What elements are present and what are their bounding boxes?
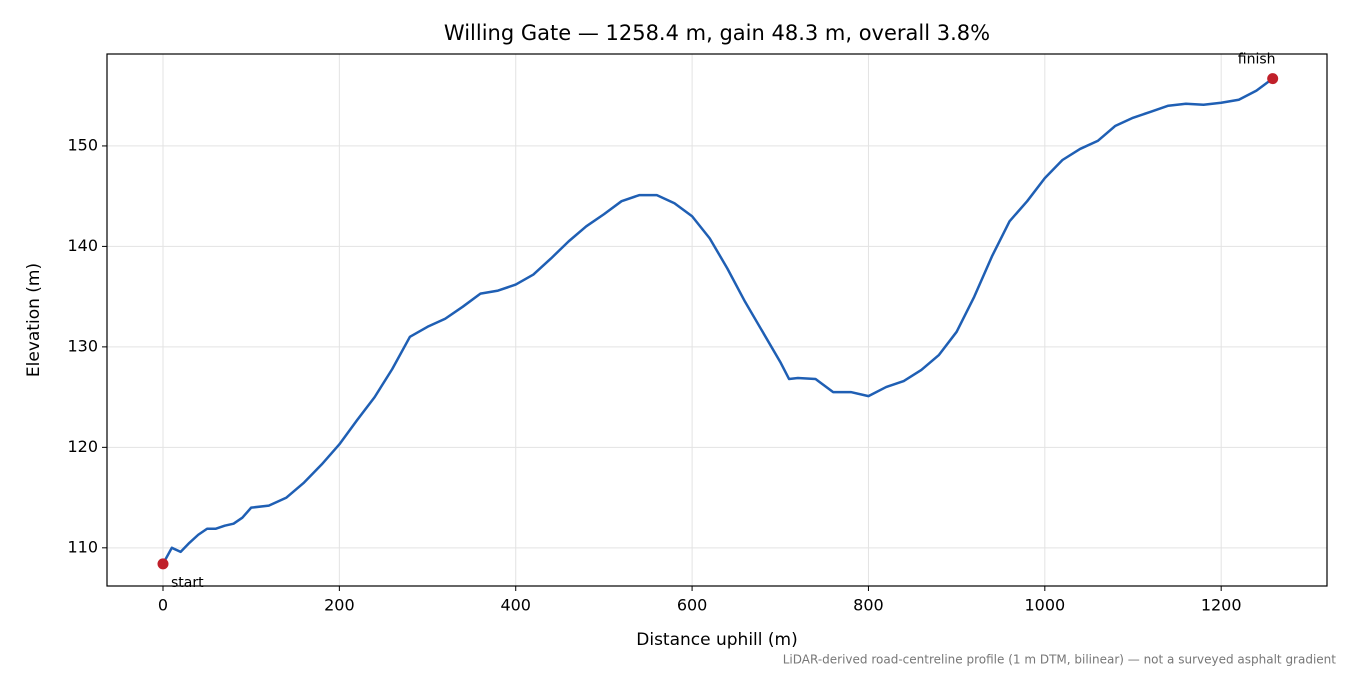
x-tick-label: 400	[500, 596, 531, 615]
x-tick-label: 0	[158, 596, 168, 615]
plot-frame	[106, 53, 1328, 587]
x-axis-label: Distance uphill (m)	[636, 630, 797, 650]
footnote: LiDAR-derived road-centreline profile (1…	[783, 653, 1337, 667]
endpoint-marker	[157, 558, 169, 570]
x-tick-label: 600	[677, 596, 708, 615]
x-tick-label: 1000	[1024, 596, 1065, 615]
y-tick-label: 110	[67, 537, 98, 556]
x-tick-label: 200	[324, 596, 355, 615]
chart-title: Willing Gate — 1258.4 m, gain 48.3 m, ov…	[444, 21, 990, 45]
y-tick-label: 130	[67, 336, 98, 355]
x-tick-label: 1200	[1201, 596, 1242, 615]
endpoint-label: finish	[1238, 52, 1276, 68]
y-axis-label: Elevation (m)	[24, 263, 44, 377]
line	[161, 77, 1274, 565]
x-tick-label: 800	[853, 596, 884, 615]
endpoint-label: start	[171, 575, 204, 591]
y-tick-label: 150	[67, 135, 98, 154]
y-tick-label: 140	[67, 236, 98, 255]
y-tick-label: 120	[67, 437, 98, 456]
endpoint-marker	[1267, 73, 1279, 85]
